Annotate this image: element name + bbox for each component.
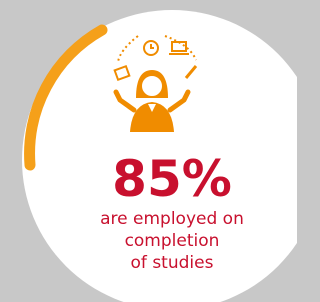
face — [141, 75, 163, 97]
stat-value: 85% — [112, 150, 232, 208]
page: {"stat": {"value": "85%", "caption": ["a… — [0, 0, 297, 302]
infographic: 85% are employed on completion of studie… — [0, 0, 297, 302]
caption-line: completion — [125, 231, 220, 251]
caption-line: of studies — [131, 253, 214, 273]
caption-line: are employed on — [100, 209, 244, 229]
